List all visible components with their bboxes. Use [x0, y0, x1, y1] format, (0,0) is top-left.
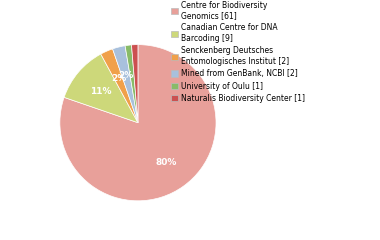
Wedge shape: [125, 45, 138, 123]
Text: 11%: 11%: [90, 87, 112, 96]
Wedge shape: [64, 54, 138, 123]
Legend: Centre for Biodiversity
Genomics [61], Canadian Centre for DNA
Barcoding [9], Se: Centre for Biodiversity Genomics [61], C…: [171, 0, 305, 103]
Text: 2%: 2%: [119, 71, 134, 80]
Text: 2%: 2%: [111, 74, 126, 83]
Wedge shape: [112, 46, 138, 123]
Wedge shape: [101, 49, 138, 123]
Wedge shape: [131, 45, 138, 123]
Wedge shape: [60, 45, 216, 201]
Text: 80%: 80%: [155, 158, 177, 167]
